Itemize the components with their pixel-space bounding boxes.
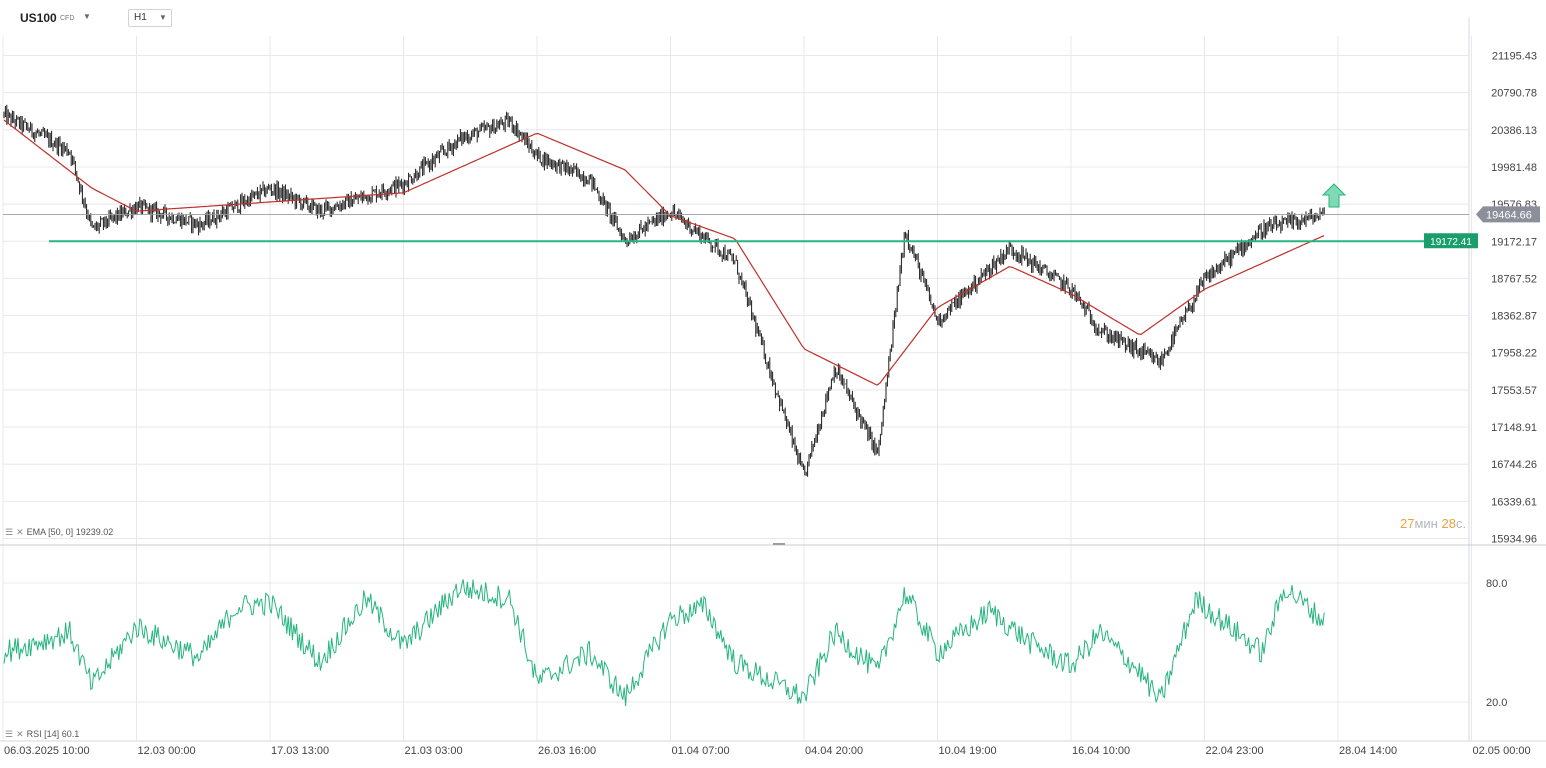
- y-tick-label: 18362.87: [1491, 311, 1537, 323]
- y-tick-label: 16339.61: [1491, 496, 1537, 508]
- rsi-y-tick-label: 80.0: [1486, 578, 1507, 590]
- support-price-label: 19172.41: [1430, 237, 1472, 248]
- support-price-tag: [1424, 233, 1478, 249]
- x-tick-label: 10.04 19:00: [939, 745, 997, 757]
- countdown-minutes: 27: [1400, 516, 1415, 531]
- chevron-down-icon: ▼: [159, 13, 167, 22]
- countdown-seconds: 28: [1441, 516, 1456, 531]
- rsi-label: RSI: [26, 729, 42, 739]
- candles-group: [3, 104, 1325, 477]
- y-tick-label: 20386.13: [1491, 125, 1537, 137]
- close-icon[interactable]: ✕: [16, 527, 24, 537]
- y-tick-label: 15934.96: [1491, 534, 1537, 546]
- rsi-value: 60.1: [61, 729, 80, 739]
- timeframe-label: H1: [134, 12, 147, 23]
- y-tick-label: 17148.91: [1491, 422, 1537, 434]
- bar-countdown: 27мин 28с.: [1400, 516, 1466, 531]
- y-tick-label: 16744.26: [1491, 459, 1537, 471]
- x-tick-label: 06.03.2025 10:00: [4, 745, 90, 757]
- rsi-params: [14]: [44, 729, 60, 739]
- x-tick-label: 16.04 10:00: [1072, 745, 1130, 757]
- countdown-seconds-unit: с.: [1455, 516, 1467, 531]
- timeframe-select[interactable]: H1 ▼: [128, 9, 172, 27]
- x-tick-label: 04.04 20:00: [805, 745, 863, 757]
- y-tick-label: 17958.22: [1491, 348, 1537, 360]
- rsi-line: [3, 579, 1325, 707]
- current-price-label: 19464.66: [1486, 209, 1532, 221]
- chevron-down-icon[interactable]: ▼: [83, 12, 91, 21]
- x-tick-label: 22.04 23:00: [1206, 745, 1264, 757]
- ema-line: [3, 119, 1325, 386]
- symbol-name[interactable]: US100: [20, 11, 57, 25]
- ema-params: [50, 0]: [48, 527, 74, 537]
- symbol-type: CFD: [60, 15, 75, 22]
- x-tick-label: 01.04 07:00: [672, 745, 730, 757]
- up-arrow-icon: [1321, 183, 1347, 208]
- current-price-tag: [1476, 206, 1540, 223]
- x-tick-label: 17.03 13:00: [271, 745, 329, 757]
- x-tick-label: 26.03 16:00: [538, 745, 596, 757]
- ema-legend: ☰ ✕ EMA [50, 0] 19239.02: [5, 527, 113, 538]
- x-tick-label: 28.04 14:00: [1339, 745, 1397, 757]
- countdown-minutes-unit: мин: [1414, 516, 1438, 531]
- y-tick-label: 17553.57: [1491, 385, 1537, 397]
- y-tick-label: 18767.52: [1491, 273, 1537, 285]
- menu-icon[interactable]: ☰: [5, 729, 14, 739]
- rsi-y-tick-label: 20.0: [1486, 697, 1507, 709]
- y-tick-label: 21195.43: [1492, 51, 1537, 63]
- rsi-legend: ☰ ✕ RSI [14] 60.1: [5, 729, 79, 740]
- menu-icon[interactable]: ☰: [5, 527, 14, 537]
- y-tick-label: 19981.48: [1491, 162, 1537, 174]
- pane-resize-handle[interactable]: [773, 543, 785, 545]
- x-tick-label: 21.03 03:00: [405, 745, 463, 757]
- ema-label: EMA: [26, 527, 46, 537]
- chart-toolbar: US100 CFD ▼ H1 ▼: [0, 0, 1546, 36]
- y-tick-label: 20790.78: [1491, 88, 1537, 100]
- ema-value: 19239.02: [75, 527, 114, 537]
- x-tick-label: 12.03 00:00: [138, 745, 196, 757]
- y-tick-label: 19172.17: [1491, 236, 1537, 248]
- x-tick-label: 02.05 00:00: [1473, 745, 1531, 757]
- close-icon[interactable]: ✕: [16, 729, 24, 739]
